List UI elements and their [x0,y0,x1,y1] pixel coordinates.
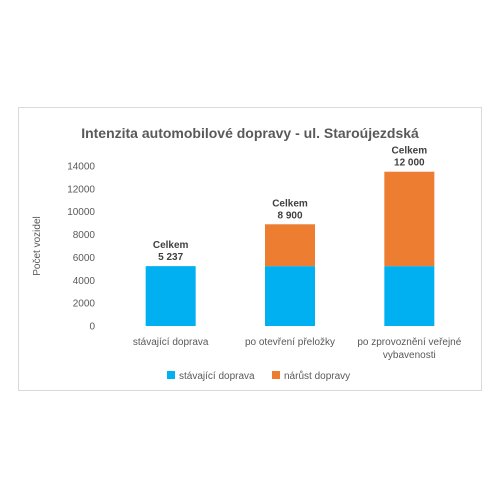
legend: stávající doprava nárůst dopravy [167,370,350,382]
bar-chart: Intenzita automobilové dopravy - ul. Sta… [32,125,462,382]
chart-frame: Intenzita automobilové dopravy - ul. Sta… [18,107,482,391]
y-tick-label: 8000 [73,230,96,241]
total-label: Celkem [153,240,189,251]
y-axis-label: Počet vozidel [32,216,43,275]
total-value: 12 000 [394,158,425,169]
legend-label: stávající doprava [179,371,255,382]
y-tick-label: 12000 [67,184,95,195]
y-tick-label: 14000 [67,162,95,173]
total-value: 8 900 [277,210,302,221]
bar-segment-narust [265,224,315,267]
y-axis-ticks: 0 2000 4000 6000 8000 10000 12000 14000 [67,162,95,333]
legend-swatch [167,371,175,379]
total-label: Celkem [392,146,428,157]
category-label: po otevření přeložky [245,337,335,348]
category-label: po zprovoznění veřejné [357,337,461,348]
y-tick-label: 6000 [73,253,96,264]
bars [145,171,435,326]
total-value: 5 237 [158,252,183,263]
category-label: vybavenosti [383,350,436,361]
category-label: stávající doprava [133,337,209,348]
category-labels: stávající doprava po otevření přeložky po … [133,337,462,361]
legend-swatch [272,371,280,379]
y-tick-label: 0 [89,322,95,333]
bar-segment-stavajici [145,266,196,326]
y-tick-label: 4000 [73,276,96,287]
bar-segment-stavajici [384,266,435,326]
y-tick-label: 2000 [73,299,96,310]
total-label: Celkem [272,198,308,209]
bar-segment-stavajici [265,266,315,326]
chart-title: Intenzita automobilové dopravy - ul. Sta… [81,125,419,141]
bar-segment-narust [384,171,435,267]
y-tick-label: 10000 [67,207,95,218]
legend-label: nárůst dopravy [284,370,350,382]
